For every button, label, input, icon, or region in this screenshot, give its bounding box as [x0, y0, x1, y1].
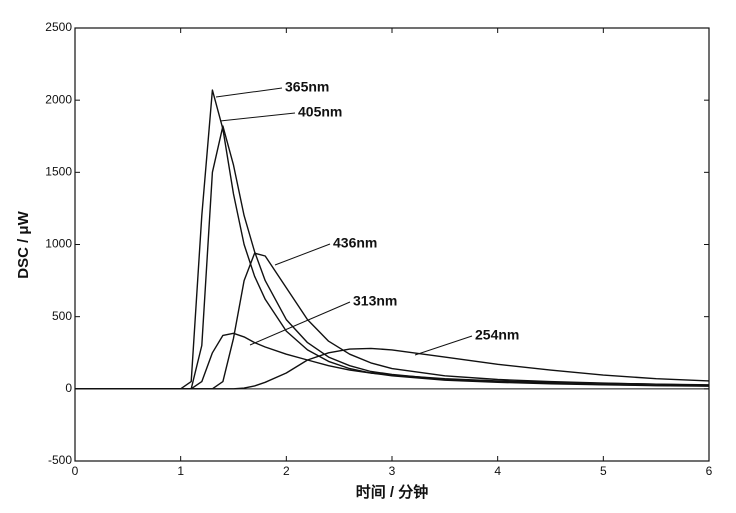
series-label: 365nm [285, 79, 329, 95]
plot-frame [74, 27, 710, 462]
leader-line [219, 112, 296, 122]
y-tick-label: 0 [65, 381, 72, 395]
x-tick-label: 1 [177, 464, 184, 478]
y-axis-label: DSC / μW [15, 210, 32, 278]
y-tick-label: 2000 [45, 92, 72, 106]
x-tick-label: 3 [389, 464, 396, 478]
series-label: 254nm [475, 327, 519, 343]
x-tick-label: 6 [706, 464, 713, 478]
series-label: 405nm [298, 104, 342, 120]
x-axis-label: 时间 / 分钟 [356, 483, 429, 501]
series-label: 436nm [333, 235, 377, 251]
leader-line [215, 87, 283, 98]
series-label: 313nm [353, 293, 397, 309]
y-tick-label: 2500 [45, 20, 72, 34]
leader-line [274, 243, 331, 266]
y-tick-label: 1000 [45, 237, 72, 251]
series-line [75, 252, 710, 390]
leader-line [249, 301, 351, 346]
series-line [75, 125, 710, 390]
series-line [75, 89, 710, 390]
y-tick-label: 1500 [45, 165, 72, 179]
series-line [75, 347, 710, 390]
leader-line [414, 335, 473, 356]
x-tick-label: 4 [494, 464, 501, 478]
x-tick-label: 5 [600, 464, 607, 478]
series-line [75, 332, 710, 390]
x-tick-label: 0 [72, 464, 79, 478]
y-tick-label: 500 [52, 309, 72, 323]
y-tick-label: -500 [48, 453, 72, 467]
x-tick-label: 2 [283, 464, 290, 478]
